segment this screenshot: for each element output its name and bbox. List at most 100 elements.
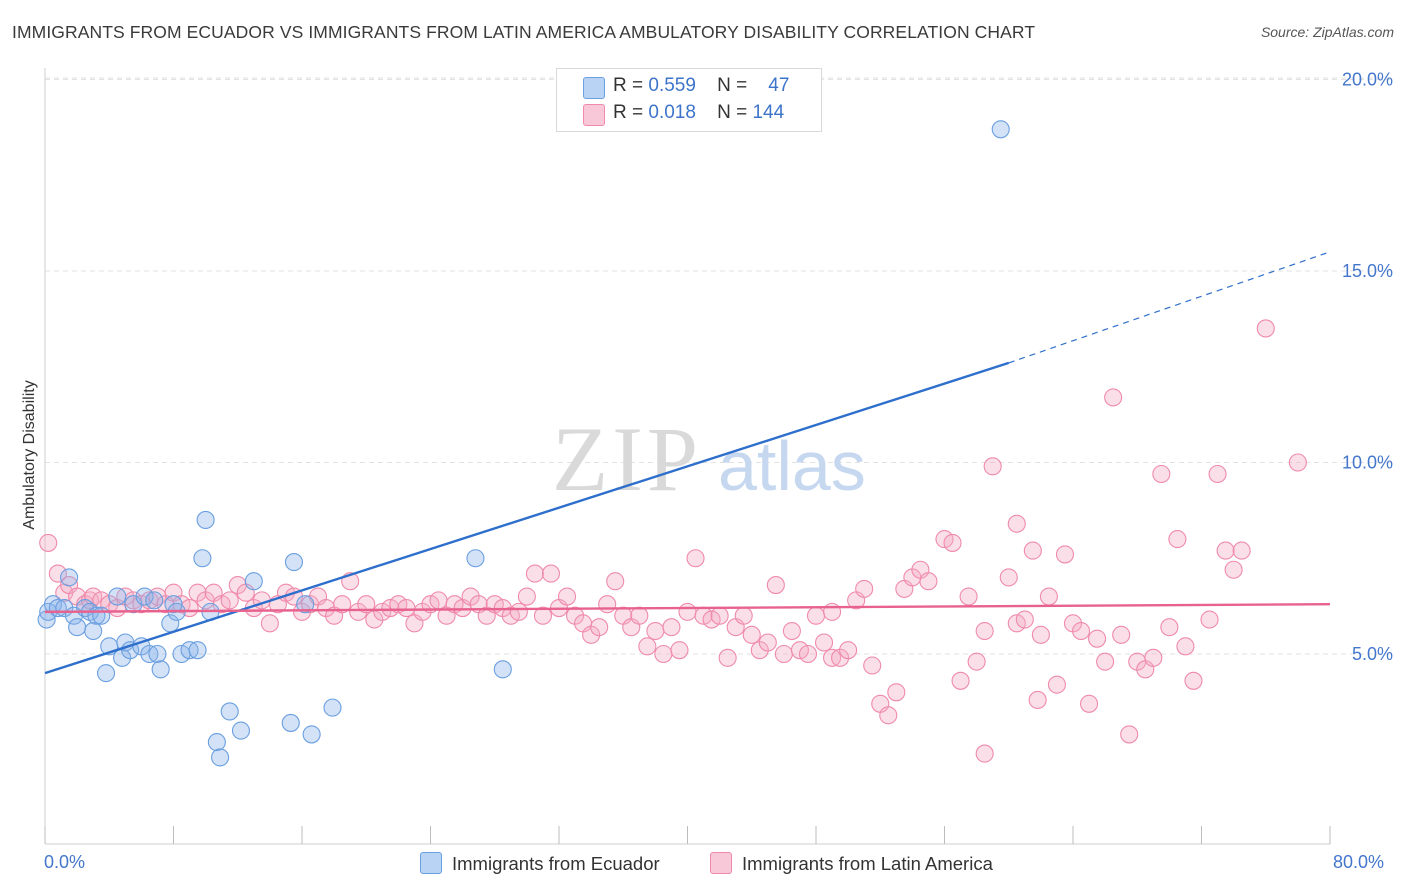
latam-r-label: R = — [613, 102, 644, 123]
latam-point — [1039, 587, 1058, 606]
latam-point — [806, 606, 826, 625]
latam-point — [686, 549, 705, 568]
watermark-zip: ZIP — [552, 408, 702, 510]
latam-n-value: 144 — [752, 102, 785, 123]
latam-point — [839, 641, 858, 660]
latam-point — [662, 618, 681, 637]
latam-point — [1160, 618, 1179, 637]
latam-point — [814, 633, 834, 652]
latam-point — [48, 564, 67, 583]
latam-point — [1055, 545, 1075, 564]
latam-point — [975, 621, 994, 641]
ecuador-trend-extension — [1008, 251, 1331, 364]
ecuador-point — [148, 644, 167, 664]
latam-point — [333, 595, 352, 614]
latam-point — [1104, 388, 1123, 407]
watermark: ZIP atlas — [552, 408, 866, 510]
latam-point — [758, 633, 777, 652]
latam-point — [598, 595, 617, 614]
latam-point — [220, 591, 239, 610]
ecuador-point — [84, 621, 103, 641]
latam-point — [887, 683, 906, 702]
x-axis-min-label: 0.0% — [44, 852, 86, 872]
latam-point — [975, 744, 994, 763]
latam-point — [919, 572, 938, 591]
latam-point — [541, 564, 561, 583]
ecuador-point — [466, 549, 485, 568]
latam-r-value: 0.018 — [648, 102, 696, 123]
ecuador-point — [96, 664, 116, 683]
ecuador-point — [493, 660, 512, 679]
ecuador-point — [302, 725, 321, 744]
latam-point — [1007, 514, 1026, 533]
ecuador-point — [193, 549, 212, 568]
latam-point — [734, 606, 753, 625]
ecuador-point — [323, 698, 342, 717]
chart-title: IMMIGRANTS FROM ECUADOR VS IMMIGRANTS FR… — [12, 22, 1036, 42]
ecuador-point — [296, 595, 315, 614]
latam-point — [1015, 610, 1034, 629]
latam-point — [606, 572, 625, 591]
latam-point — [1256, 319, 1275, 338]
latam-point — [678, 602, 697, 621]
latam-point — [509, 602, 528, 621]
ecuador-point — [991, 120, 1010, 139]
latam-point — [798, 644, 818, 664]
latam-point — [1288, 453, 1307, 472]
bottom-latam-label: Immigrants from Latin America — [742, 853, 993, 874]
ecuador-n-value: 47 — [768, 75, 790, 96]
latam-point — [823, 602, 842, 621]
latam-point — [1208, 464, 1227, 484]
y-tick-label: 20.0% — [1342, 70, 1393, 90]
latam-point — [1071, 621, 1091, 641]
ecuador-points — [37, 120, 1010, 767]
latam-point — [718, 648, 737, 667]
latam-point — [1224, 560, 1243, 579]
latam-point — [1144, 648, 1163, 667]
x-axis-max-label: 80.0% — [1333, 852, 1385, 872]
grid-lines — [45, 77, 1392, 655]
latam-point — [260, 614, 279, 633]
ecuador-point — [188, 641, 207, 660]
latam-point — [533, 606, 552, 625]
latam-point — [1028, 690, 1047, 710]
ecuador-swatch — [583, 77, 605, 99]
latam-point — [1112, 625, 1131, 644]
latam-point — [855, 579, 874, 598]
axes — [44, 68, 1331, 845]
ecuador-point — [244, 572, 263, 591]
latam-point — [1200, 610, 1219, 629]
ecuador-point — [207, 733, 226, 752]
bottom-ecuador-label: Immigrants from Ecuador — [452, 853, 660, 874]
latam-point — [710, 606, 729, 625]
y-tick-label: 5.0% — [1352, 644, 1393, 664]
ecuador-point — [135, 587, 154, 606]
latam-point — [1152, 464, 1171, 484]
latam-point — [1120, 725, 1139, 744]
latam-point — [1047, 675, 1066, 694]
ecuador-point — [220, 702, 239, 721]
latam-point — [1023, 541, 1042, 560]
latam-points — [39, 319, 1307, 763]
latam-point — [1176, 637, 1195, 656]
latam-point — [646, 621, 665, 641]
latam-point — [357, 595, 376, 614]
bottom-legend-ecuador: Immigrants from Ecuador — [420, 852, 660, 875]
latam-point — [967, 652, 986, 671]
latam-point — [630, 606, 649, 625]
latam-point — [557, 587, 577, 606]
latam-point — [670, 641, 689, 660]
legend-ecuador-text: R = 0.559 N = 47 — [613, 75, 789, 97]
y-tick-labels: 5.0% 10.0% 15.0% 20.0% — [1342, 70, 1393, 665]
bottom-legend-latam: Immigrants from Latin America — [710, 852, 993, 875]
ecuador-point — [281, 713, 300, 732]
latam-point — [999, 568, 1018, 587]
ecuador-point — [231, 721, 251, 740]
ecuador-point — [211, 748, 230, 767]
latam-point — [1031, 625, 1050, 644]
latam-point — [525, 564, 544, 583]
bottom-latam-swatch — [710, 852, 732, 874]
latam-point — [774, 644, 793, 664]
ecuador-point — [196, 510, 215, 530]
